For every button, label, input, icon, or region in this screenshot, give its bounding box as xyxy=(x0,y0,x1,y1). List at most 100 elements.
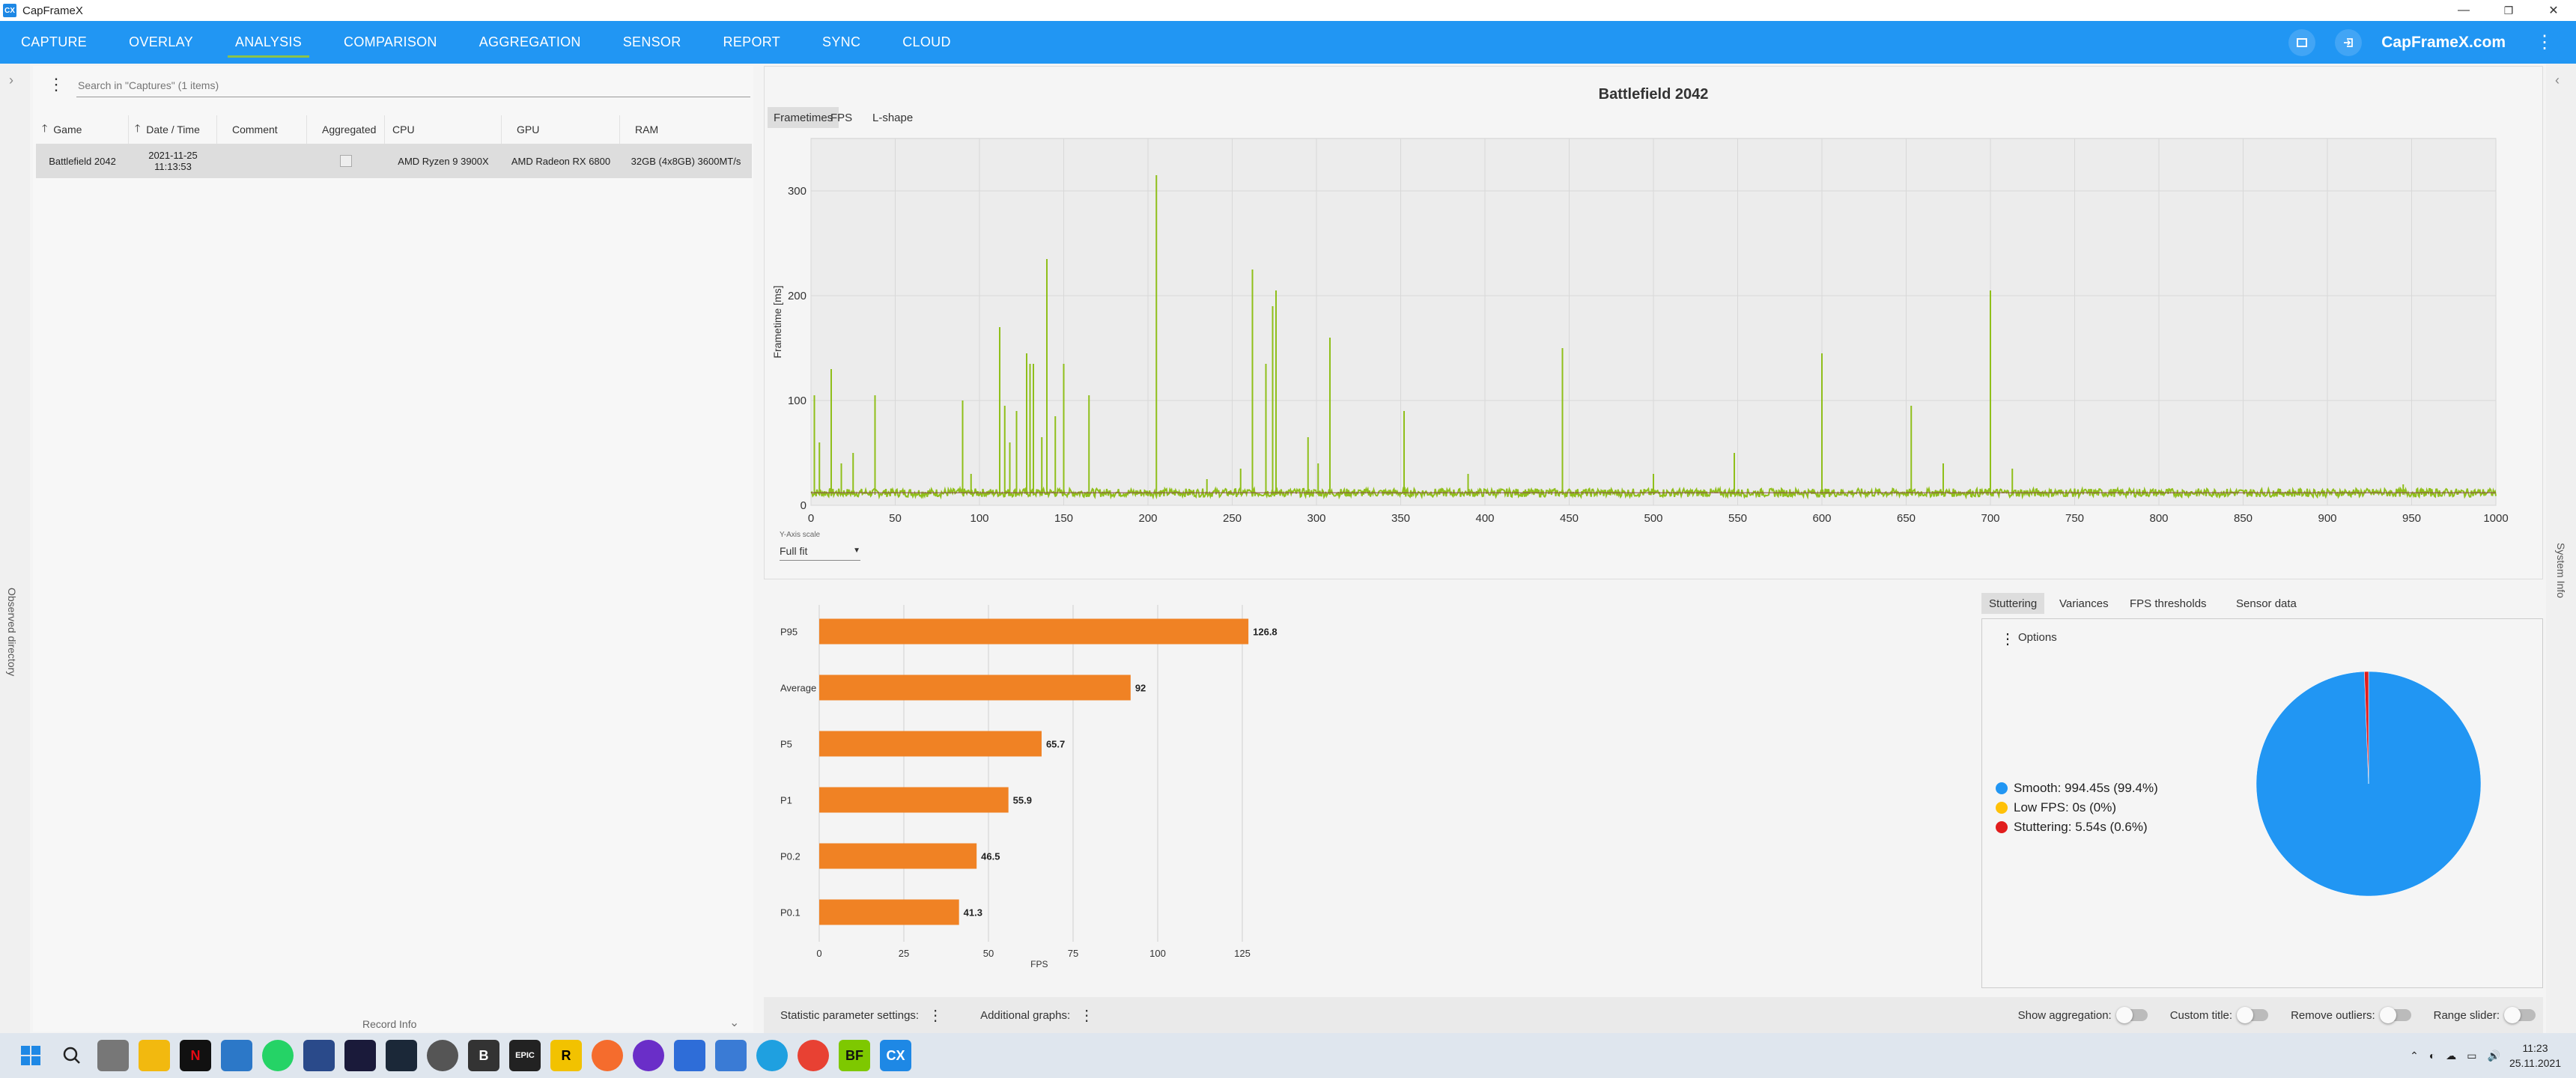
column-ram-label: RAM xyxy=(635,124,659,135)
column-aggregated[interactable]: Aggregated xyxy=(307,115,385,144)
display-icon[interactable]: ▭ xyxy=(2467,1049,2477,1062)
tab-lshape[interactable]: L-shape xyxy=(872,111,914,124)
app-icon-generic[interactable] xyxy=(303,1040,335,1071)
chevron-right-icon[interactable]: › xyxy=(9,73,13,88)
column-date[interactable]: 🡑 Date / Time xyxy=(129,115,217,144)
search-options-icon[interactable]: ⋮ xyxy=(48,75,64,94)
minimize-button[interactable]: — xyxy=(2458,4,2470,16)
column-ram[interactable]: RAM xyxy=(620,115,752,144)
x-tick-label: 700 xyxy=(1981,512,1999,523)
more-options-icon[interactable]: ⋮ xyxy=(2536,32,2554,52)
x-tick-label: 0 xyxy=(808,512,814,523)
nav-tab-aggregation[interactable]: AGGREGATION xyxy=(479,34,581,49)
nav-tab-capture[interactable]: CAPTURE xyxy=(21,34,88,49)
column-cpu[interactable]: CPU xyxy=(385,115,502,144)
snipping-tool-icon[interactable] xyxy=(715,1040,747,1071)
battlefield-icon[interactable]: BF xyxy=(839,1040,870,1071)
cell-gpu: AMD Radeon RX 6800 xyxy=(511,155,611,167)
x-tick-label: 400 xyxy=(1475,512,1494,523)
close-button[interactable]: ✕ xyxy=(2548,4,2559,17)
legend-dot-smooth xyxy=(1996,782,2008,794)
edge-icon[interactable] xyxy=(756,1040,788,1071)
column-comment[interactable]: Comment xyxy=(217,115,307,144)
remove-outliers-toggle[interactable] xyxy=(2379,1007,2411,1023)
whatsapp-icon[interactable] xyxy=(262,1040,294,1071)
bar-category-label: P95 xyxy=(780,627,798,638)
record-info-toggle[interactable]: Record Info xyxy=(362,1018,417,1030)
column-game[interactable]: 🡑 Game xyxy=(36,115,129,144)
y-tick-label: 0 xyxy=(801,499,806,512)
options-label[interactable]: Options xyxy=(2018,631,2057,644)
windows-start-icon[interactable] xyxy=(15,1040,46,1071)
search-input[interactable] xyxy=(76,73,750,97)
observed-directory-strip[interactable]: › Observed directory xyxy=(0,64,30,1033)
screenshot-icon[interactable] xyxy=(2288,28,2316,56)
x-tick-label: 350 xyxy=(1391,512,1410,523)
column-gpu[interactable]: GPU xyxy=(502,115,620,144)
uplay-icon[interactable] xyxy=(427,1040,458,1071)
range-slider-toggle[interactable] xyxy=(2504,1007,2536,1023)
cell-comment[interactable] xyxy=(217,144,307,178)
app-icon: CX xyxy=(3,4,16,17)
app-circle-icon[interactable] xyxy=(633,1040,664,1071)
capframex-taskbar-icon[interactable]: CX xyxy=(880,1040,911,1071)
stat-settings-icon[interactable]: ⋮ xyxy=(928,1007,944,1024)
tab-fps[interactable]: FPS xyxy=(830,111,853,124)
nav-tab-sensor[interactable]: SENSOR xyxy=(622,34,681,49)
custom-title-toggle[interactable] xyxy=(2237,1007,2269,1023)
nav-tab-report[interactable]: REPORT xyxy=(723,34,781,49)
nav-tab-cloud[interactable]: CLOUD xyxy=(902,34,951,49)
legend-low-fps-label: Low FPS: xyxy=(2014,800,2069,814)
additional-graphs-icon[interactable]: ⋮ xyxy=(1079,1007,1095,1024)
table-row[interactable]: Battlefield 2042 2021-11-25 11:13:53 AMD… xyxy=(36,144,752,178)
tray-app-icon[interactable]: ◐ xyxy=(2428,1050,2436,1062)
battlenet-icon[interactable]: B xyxy=(468,1040,499,1071)
cell-aggregated[interactable] xyxy=(307,144,385,178)
options-icon[interactable]: ⋮ xyxy=(2000,631,2015,648)
task-view-icon[interactable] xyxy=(97,1040,129,1071)
file-explorer-icon[interactable] xyxy=(139,1040,170,1071)
fps-bar-chart: 0 25 50 75 100 125 FPS P95 126.8 Average 92 P5 65.7 P… xyxy=(780,605,1278,969)
observed-directory-label: Observed directory xyxy=(6,588,18,677)
epic-games-icon[interactable]: EPIC xyxy=(509,1040,541,1071)
search-icon[interactable] xyxy=(56,1040,88,1071)
volume-icon[interactable]: 🔊 xyxy=(2487,1049,2500,1062)
title-bar: CX CapFrameX — ❐ ✕ xyxy=(0,0,2576,21)
maximize-button[interactable]: ❐ xyxy=(2503,4,2514,16)
legend-low-fps-value: 0s (0%) xyxy=(2072,800,2117,814)
nav-tab-overlay[interactable]: OVERLAY xyxy=(129,34,193,49)
tab-variances[interactable]: Variances xyxy=(2059,597,2109,610)
login-icon[interactable] xyxy=(2335,28,2363,56)
yscale-label: Y-Axis scale xyxy=(780,531,821,539)
tab-fps-thresholds[interactable]: FPS thresholds xyxy=(2130,597,2207,610)
netflix-icon[interactable]: N xyxy=(180,1040,211,1071)
chrome-icon[interactable] xyxy=(798,1040,829,1071)
nav-tab-sync[interactable]: SYNC xyxy=(822,34,861,49)
clock[interactable]: 11:23 25.11.2021 xyxy=(2509,1041,2561,1071)
nav-tab-analysis[interactable]: ANALYSIS xyxy=(214,21,323,64)
rockstar-icon[interactable]: R xyxy=(550,1040,582,1071)
stuttering-panel: Stuttering Variances FPS thresholds Sens… xyxy=(1981,590,2543,988)
bar xyxy=(819,618,1249,645)
chevron-up-icon[interactable]: ⌃ xyxy=(2410,1049,2419,1062)
amd-software-icon[interactable] xyxy=(674,1040,705,1071)
terminal-icon[interactable] xyxy=(344,1040,376,1071)
chevron-left-icon[interactable]: ‹ xyxy=(2555,73,2560,88)
show-aggregation-toggle[interactable] xyxy=(2115,1007,2148,1023)
origin-icon[interactable] xyxy=(592,1040,623,1071)
aggregated-checkbox[interactable] xyxy=(340,155,352,167)
calculator-icon[interactable] xyxy=(221,1040,252,1071)
clock-date: 25.11.2021 xyxy=(2509,1057,2561,1069)
x-tick-label: 650 xyxy=(1897,512,1916,523)
tab-stuttering[interactable]: Stuttering xyxy=(1981,593,2045,614)
chevron-down-icon[interactable]: ⌄ xyxy=(729,1017,740,1029)
cloud-icon[interactable]: ☁ xyxy=(2446,1049,2457,1062)
x-tick-label: 25 xyxy=(899,948,909,959)
tab-frametimes[interactable]: Frametimes xyxy=(768,107,839,128)
brand-link[interactable]: CapFrameX.com xyxy=(2381,33,2506,51)
yscale-dropdown[interactable]: Full fit ▼ xyxy=(780,541,860,561)
system-info-strip[interactable]: ‹ System Info xyxy=(2546,64,2576,1033)
tab-sensor-data[interactable]: Sensor data xyxy=(2236,597,2297,610)
nav-tab-comparison[interactable]: COMPARISON xyxy=(344,34,437,49)
steam-icon[interactable] xyxy=(386,1040,417,1071)
